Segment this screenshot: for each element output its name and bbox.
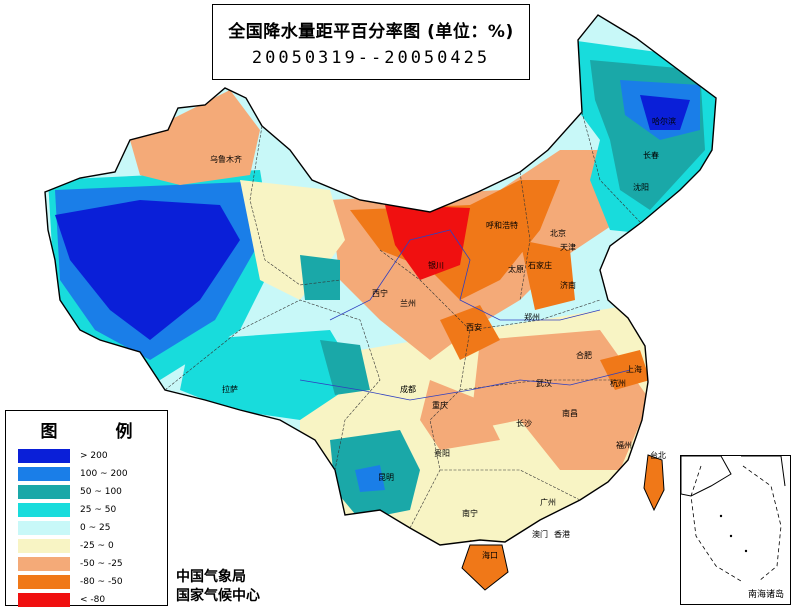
- city-label: 香港: [554, 529, 570, 539]
- legend-label: 50 ~ 100: [80, 487, 122, 497]
- legend-label: < -80: [80, 595, 106, 605]
- city-label: 重庆: [432, 400, 448, 410]
- south-china-sea-inset: 南海诸岛: [680, 455, 791, 605]
- legend-swatch: [18, 503, 70, 517]
- legend-label: -25 ~ 0: [80, 541, 114, 551]
- legend-swatch: [18, 467, 70, 481]
- city-label: 太原: [508, 264, 524, 274]
- city-label: 杭州: [610, 378, 626, 388]
- city-label: 呼和浩特: [486, 220, 518, 230]
- legend-row: > 200: [18, 449, 163, 464]
- city-label: 南宁: [462, 508, 478, 518]
- city-label: 西安: [466, 322, 482, 332]
- legend-swatch: [18, 485, 70, 499]
- legend-swatch: [18, 449, 70, 463]
- city-label: 昆明: [378, 473, 394, 482]
- city-label: 石家庄: [528, 260, 552, 270]
- legend-label: > 200: [80, 451, 108, 461]
- map-title: 全国降水量距平百分率图 (单位：%): [228, 22, 514, 42]
- date-range: 20050319--20050425: [251, 48, 491, 68]
- city-label: 郑州: [524, 312, 540, 322]
- city-labels: 乌鲁木齐 哈尔滨 长春 沈阳 呼和浩特 北京 天津 银川 太原 石家庄 西宁 兰…: [210, 116, 676, 560]
- city-label: 上海: [626, 364, 642, 374]
- city-label: 银川: [428, 260, 444, 270]
- city-label: 合肥: [576, 350, 592, 360]
- city-label: 乌鲁木齐: [210, 154, 242, 164]
- city-label: 成都: [400, 384, 416, 394]
- city-label: 拉萨: [222, 384, 238, 394]
- legend-swatch: [18, 539, 70, 553]
- legend-label: 25 ~ 50: [80, 505, 117, 515]
- city-label: 济南: [560, 280, 576, 290]
- city-label: 台北: [650, 450, 666, 460]
- inset-label: 南海诸岛: [747, 590, 784, 600]
- legend-row: -80 ~ -50: [18, 575, 163, 590]
- legend-row: 25 ~ 50: [18, 503, 163, 518]
- legend-row: -25 ~ 0: [18, 539, 163, 554]
- city-label: 哈尔滨: [652, 116, 676, 126]
- legend-swatch: [18, 575, 70, 589]
- city-label: 天津: [560, 242, 576, 252]
- city-label: 兰州: [400, 298, 416, 308]
- legend-label: -50 ~ -25: [80, 559, 123, 569]
- inset-map: [680, 455, 786, 582]
- legend-row: 100 ~ 200: [18, 467, 163, 482]
- legend-label: -80 ~ -50: [80, 577, 123, 587]
- city-label: 长沙: [516, 418, 532, 428]
- city-label: 沈阳: [633, 182, 649, 192]
- city-label: 长春: [643, 150, 659, 160]
- legend-row: 0 ~ 25: [18, 521, 163, 536]
- legend-label: 100 ~ 200: [80, 469, 128, 479]
- org-cma: 中国气象局: [176, 569, 246, 585]
- legend-swatch: [18, 521, 70, 535]
- city-label: 西宁: [372, 288, 388, 298]
- legend: 图 例 > 200 100 ~ 200 50 ~ 100 25 ~ 50 0 ~…: [5, 410, 168, 608]
- legend-label: 0 ~ 25: [80, 523, 111, 533]
- city-label: 南昌: [562, 408, 578, 418]
- city-label: 海口: [482, 550, 498, 560]
- legend-row: -50 ~ -25: [18, 557, 163, 572]
- org-ncc: 国家气候中心: [176, 588, 260, 604]
- title-box: 全国降水量距平百分率图 (单位：%) 20050319--20050425: [212, 4, 530, 80]
- legend-row: 50 ~ 100: [18, 485, 163, 500]
- legend-swatch: [18, 593, 70, 607]
- city-label: 澳门: [532, 529, 548, 539]
- legend-swatch: [18, 557, 70, 571]
- city-label: 贵阳: [434, 448, 450, 458]
- city-label: 广州: [540, 497, 556, 507]
- legend-title: 图 例: [40, 422, 159, 442]
- legend-row: < -80: [18, 593, 163, 608]
- city-label: 福州: [616, 441, 632, 450]
- city-label: 北京: [550, 228, 566, 238]
- city-label: 武汉: [536, 378, 552, 388]
